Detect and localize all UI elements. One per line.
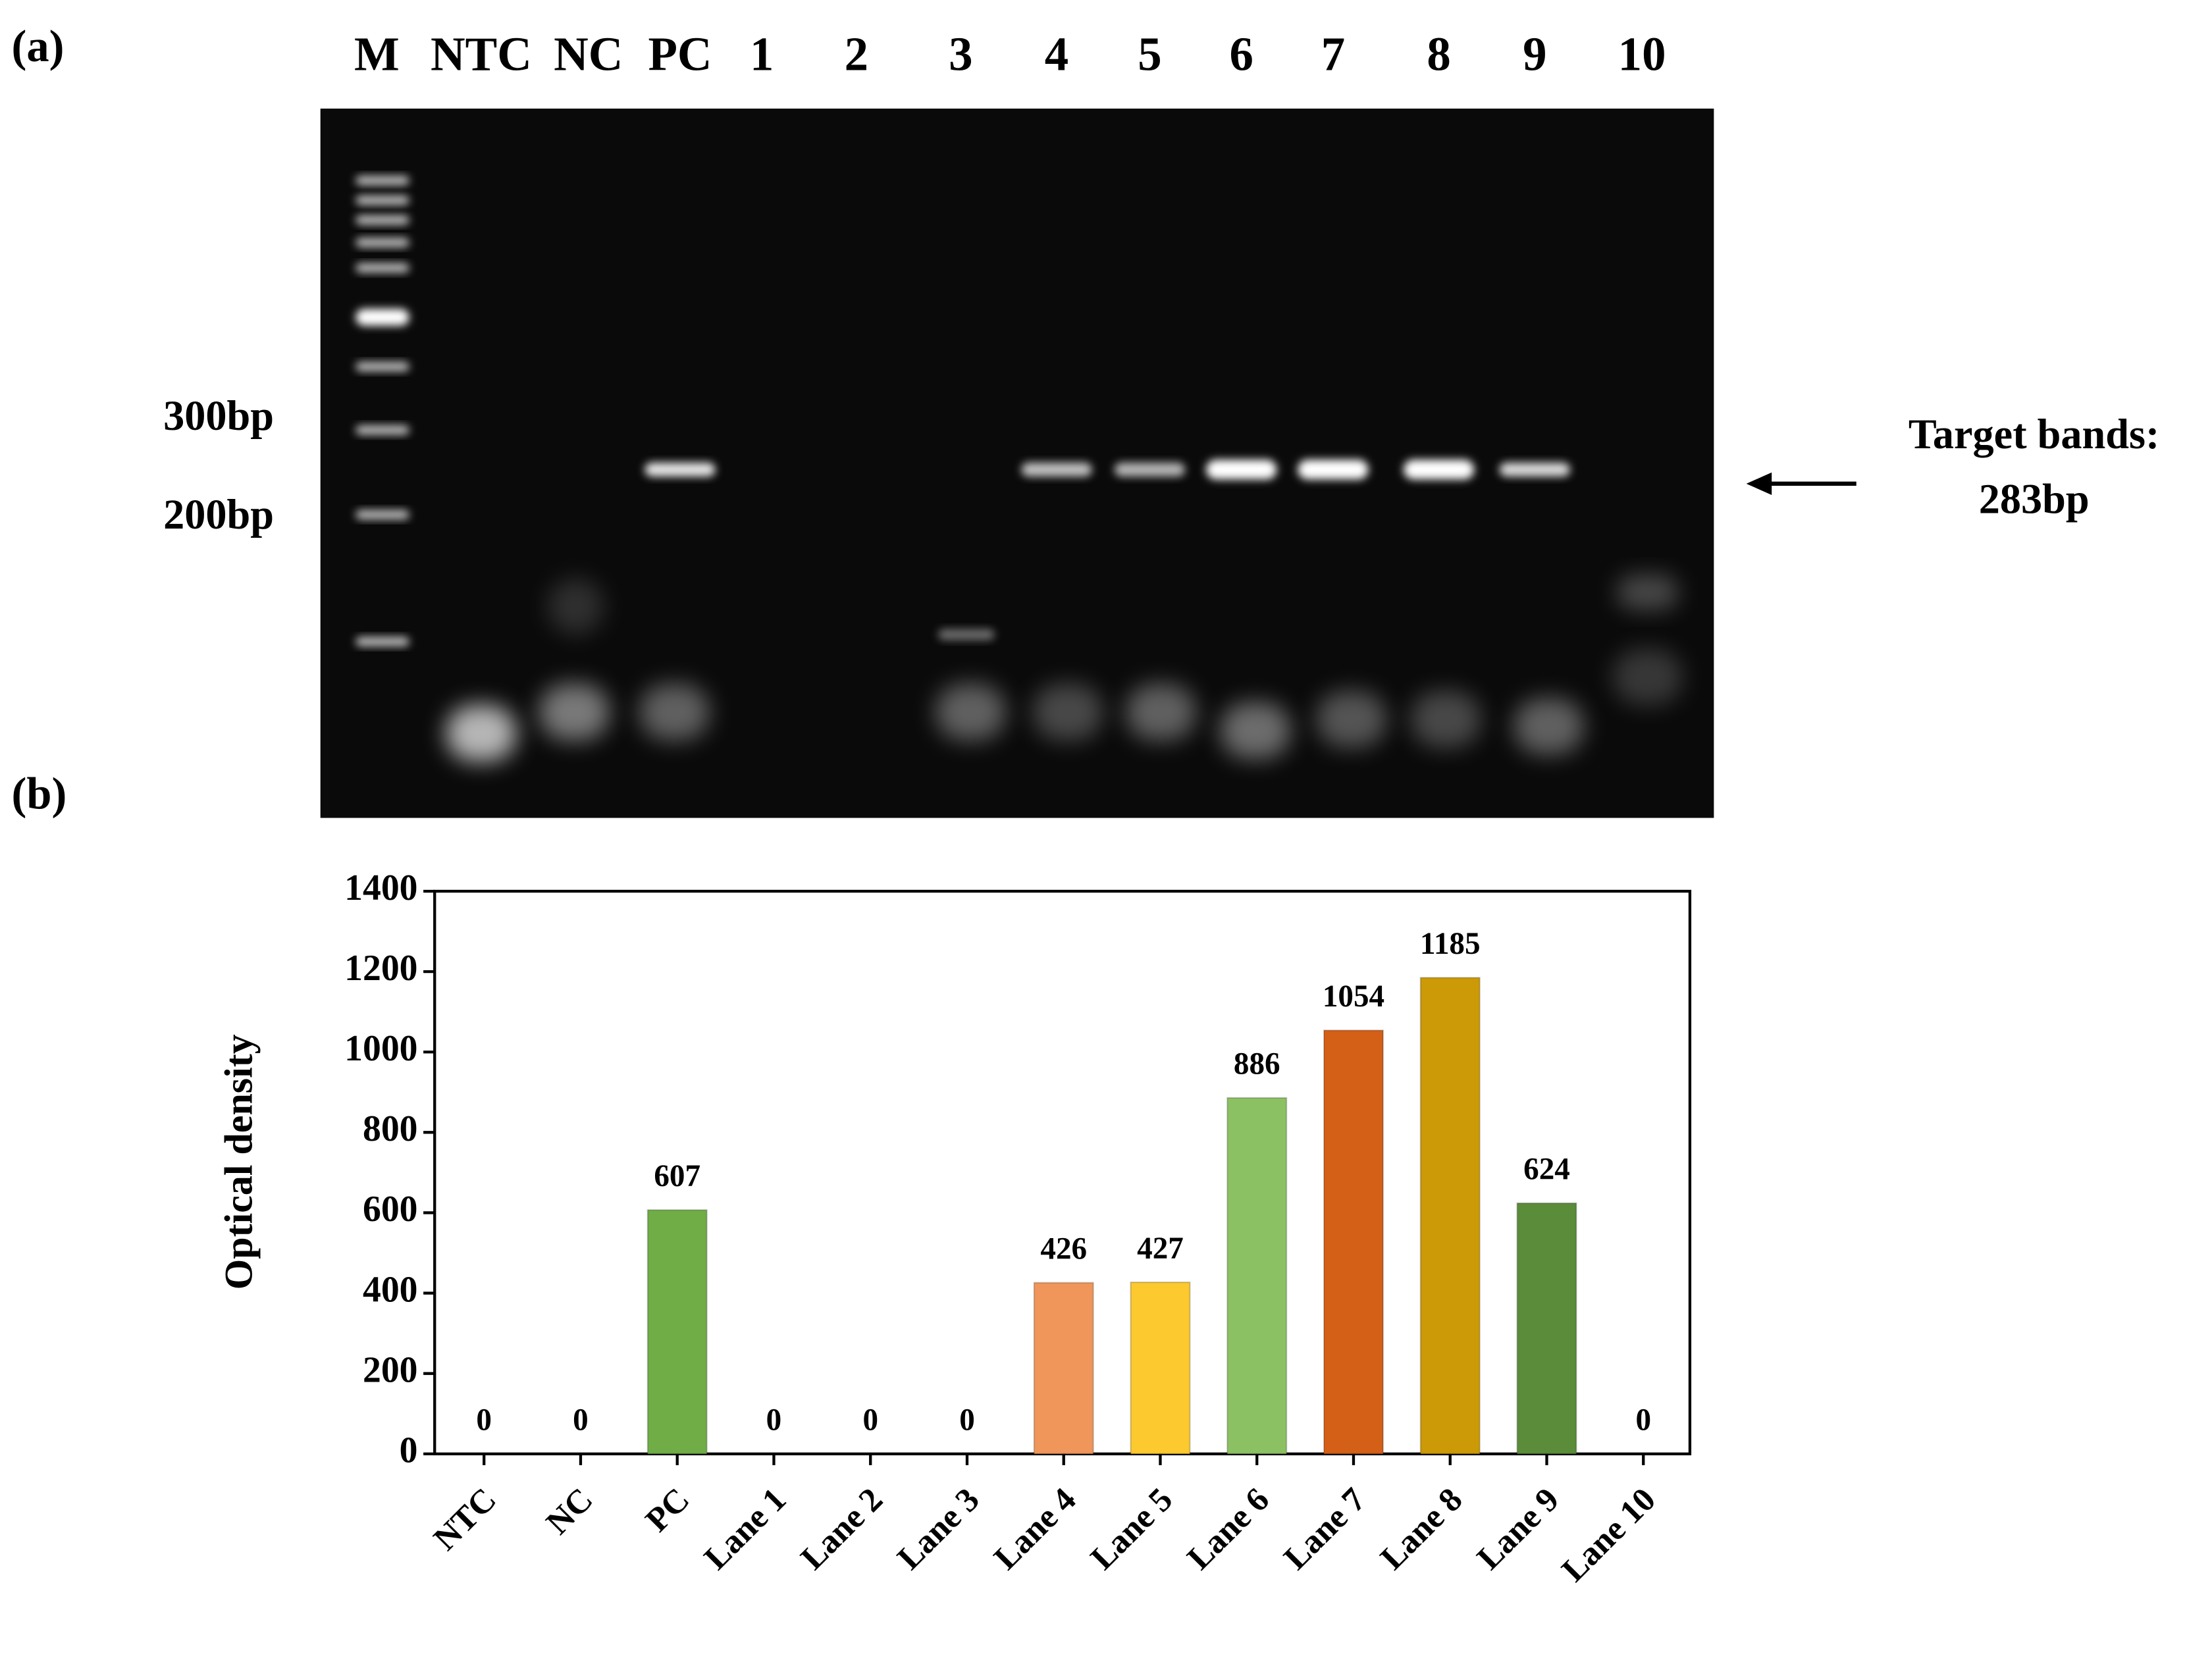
gel-band bbox=[539, 684, 610, 741]
lane-label: 2 bbox=[845, 28, 868, 81]
arrow-head bbox=[1746, 472, 1772, 495]
gel-band bbox=[1125, 684, 1197, 741]
value-label: 607 bbox=[654, 1159, 700, 1193]
value-label: 0 bbox=[476, 1403, 492, 1437]
value-label: 0 bbox=[573, 1403, 589, 1437]
y-tick-label: 0 bbox=[400, 1430, 418, 1471]
x-tick-label: Lane 2 bbox=[794, 1481, 890, 1577]
gel-bands bbox=[356, 175, 1683, 762]
value-label: 624 bbox=[1523, 1152, 1570, 1186]
lane-label: 7 bbox=[1321, 28, 1345, 81]
gel-band bbox=[1612, 648, 1683, 706]
lane-label: 9 bbox=[1523, 28, 1546, 81]
x-tick-label: Lane 8 bbox=[1373, 1481, 1469, 1577]
gel-band bbox=[1410, 690, 1481, 748]
gel-band bbox=[356, 637, 409, 647]
gel-band bbox=[1316, 690, 1387, 748]
gel-band bbox=[356, 237, 409, 247]
y-tick-label: 1200 bbox=[344, 948, 417, 989]
x-tick-label: Lane 1 bbox=[697, 1481, 793, 1577]
bar bbox=[1226, 1097, 1288, 1455]
x-tick-label: Lane 4 bbox=[987, 1481, 1083, 1577]
bar bbox=[1033, 1282, 1094, 1455]
gel-band bbox=[935, 684, 1006, 741]
lane-label: M bbox=[354, 28, 400, 81]
gel-band bbox=[1404, 459, 1475, 480]
y-tick-label: 1000 bbox=[344, 1028, 417, 1069]
y-tick-label: 800 bbox=[363, 1108, 418, 1149]
value-label: 426 bbox=[1040, 1232, 1087, 1266]
x-tick-label: PC bbox=[639, 1481, 697, 1540]
y-tick-label: 400 bbox=[363, 1269, 418, 1310]
gel-band bbox=[356, 263, 409, 273]
gel-band bbox=[547, 578, 604, 635]
gel-band bbox=[639, 684, 710, 741]
y-axis-label: Optical density bbox=[217, 1034, 261, 1289]
value-label: 1054 bbox=[1323, 979, 1384, 1014]
gel-band bbox=[1114, 462, 1185, 477]
bar bbox=[646, 1209, 708, 1455]
gel-band bbox=[645, 462, 716, 477]
x-tick-label: Lane 9 bbox=[1470, 1481, 1566, 1577]
gel-band bbox=[446, 705, 517, 762]
panel-label: (b) bbox=[12, 768, 67, 818]
gel-band bbox=[356, 309, 409, 326]
bar bbox=[1130, 1281, 1191, 1455]
gel-band bbox=[1220, 702, 1291, 759]
lane-label: NTC bbox=[431, 28, 532, 81]
marker-label: 300bp bbox=[163, 392, 274, 439]
gel-band bbox=[356, 425, 409, 435]
value-label: 0 bbox=[959, 1403, 975, 1437]
x-tick-label: Lane 3 bbox=[890, 1481, 986, 1577]
lane-label: PC bbox=[648, 28, 712, 81]
gel-band bbox=[938, 629, 995, 640]
gel-band bbox=[1021, 462, 1092, 477]
x-tick-label: NC bbox=[539, 1481, 600, 1542]
lane-label: 3 bbox=[949, 28, 972, 81]
gel-band bbox=[356, 215, 409, 225]
bar bbox=[1323, 1029, 1384, 1455]
bar bbox=[1516, 1202, 1577, 1455]
value-label: 0 bbox=[766, 1403, 782, 1437]
value-label: 427 bbox=[1137, 1232, 1184, 1266]
lane-label: 6 bbox=[1229, 28, 1253, 81]
gel-band bbox=[1616, 575, 1679, 610]
gel-band bbox=[1206, 459, 1277, 480]
value-label: 886 bbox=[1234, 1047, 1280, 1081]
gel-band bbox=[1514, 698, 1585, 755]
x-tick-label: Lane 5 bbox=[1084, 1481, 1180, 1577]
bar bbox=[1419, 977, 1481, 1455]
marker-label: 200bp bbox=[163, 491, 274, 538]
lane-label: 4 bbox=[1045, 28, 1068, 81]
lane-label: NC bbox=[554, 28, 623, 81]
gel-band bbox=[1298, 459, 1369, 480]
lane-label: 8 bbox=[1427, 28, 1450, 81]
gel-band bbox=[356, 509, 409, 520]
value-label: 0 bbox=[1635, 1403, 1651, 1437]
annotation: 283bp bbox=[1979, 476, 2090, 523]
lane-label: 5 bbox=[1138, 28, 1161, 81]
gel-band bbox=[356, 361, 409, 372]
gel-band bbox=[1499, 462, 1570, 477]
lane-label: 1 bbox=[750, 28, 774, 81]
gel-band bbox=[356, 175, 409, 186]
annotation: Target bands: bbox=[1909, 411, 2160, 457]
y-tick-label: 600 bbox=[363, 1189, 418, 1230]
x-tick-label: Lane 7 bbox=[1277, 1481, 1373, 1577]
lane-label: 10 bbox=[1618, 28, 1666, 81]
y-tick-label: 1400 bbox=[344, 868, 417, 908]
value-label: 1185 bbox=[1420, 927, 1481, 961]
x-tick-label: NTC bbox=[427, 1481, 504, 1558]
x-tick-label: Lane 6 bbox=[1180, 1481, 1277, 1577]
value-label: 0 bbox=[862, 1403, 878, 1437]
panel-label: (a) bbox=[12, 21, 65, 71]
bar-chart: Optical density 0 200 400 600 800 1000 1200 140… bbox=[217, 868, 1692, 1590]
x-tick-label: Lane 10 bbox=[1554, 1481, 1663, 1590]
gel-band bbox=[1032, 684, 1103, 741]
y-tick-label: 200 bbox=[363, 1349, 418, 1390]
gel-band bbox=[356, 195, 409, 205]
